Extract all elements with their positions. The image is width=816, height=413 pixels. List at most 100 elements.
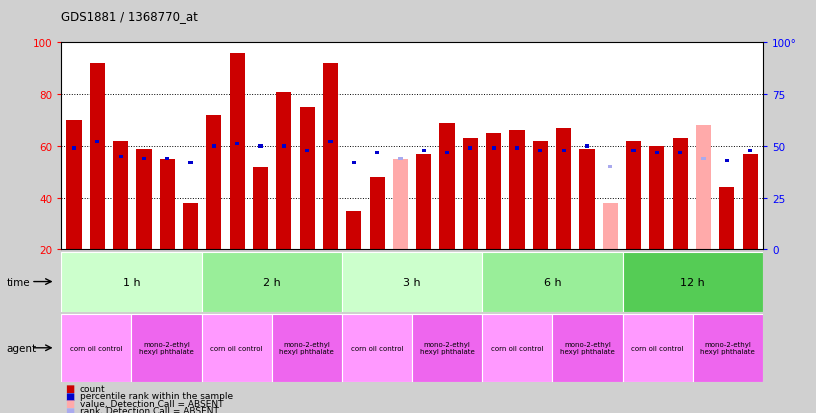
Bar: [608, 166, 612, 169]
Bar: [392, 159, 408, 250]
Bar: [398, 157, 402, 161]
Bar: [375, 151, 379, 154]
Bar: [61, 252, 202, 312]
Bar: [468, 147, 472, 150]
Bar: [282, 145, 286, 148]
Bar: [693, 314, 763, 382]
Text: mono-2-ethyl
hexyl phthalate: mono-2-ethyl hexyl phthalate: [560, 342, 615, 354]
Text: GDS1881 / 1368770_at: GDS1881 / 1368770_at: [61, 10, 198, 23]
Bar: [165, 157, 170, 161]
Bar: [743, 154, 758, 250]
Text: mono-2-ethyl
hexyl phthalate: mono-2-ethyl hexyl phthalate: [700, 342, 756, 354]
Text: ■: ■: [65, 398, 74, 408]
Text: corn oil control: corn oil control: [351, 345, 403, 351]
Bar: [253, 167, 268, 250]
Bar: [142, 157, 146, 161]
Text: corn oil control: corn oil control: [632, 345, 684, 351]
Bar: [539, 149, 543, 152]
Bar: [748, 149, 752, 152]
Bar: [509, 131, 525, 250]
Bar: [623, 314, 693, 382]
Bar: [672, 139, 688, 250]
Bar: [650, 147, 664, 250]
Bar: [654, 151, 659, 154]
Bar: [482, 314, 552, 382]
Bar: [632, 149, 636, 152]
Text: mono-2-ethyl
hexyl phthalate: mono-2-ethyl hexyl phthalate: [279, 342, 335, 354]
Text: percentile rank within the sample: percentile rank within the sample: [80, 391, 233, 400]
Text: 3 h: 3 h: [403, 277, 421, 287]
Bar: [131, 314, 202, 382]
Bar: [72, 147, 76, 150]
Bar: [229, 54, 245, 250]
Text: value, Detection Call = ABSENT: value, Detection Call = ABSENT: [80, 399, 224, 408]
Bar: [272, 314, 342, 382]
Bar: [702, 157, 706, 161]
Bar: [623, 252, 763, 312]
Bar: [136, 149, 152, 250]
Bar: [235, 143, 239, 146]
Bar: [696, 126, 711, 250]
Bar: [346, 211, 361, 250]
Bar: [416, 154, 432, 250]
Bar: [412, 314, 482, 382]
Bar: [486, 134, 501, 250]
Bar: [440, 123, 455, 250]
Bar: [482, 252, 623, 312]
Text: mono-2-ethyl
hexyl phthalate: mono-2-ethyl hexyl phthalate: [139, 342, 194, 354]
Bar: [323, 64, 338, 250]
Bar: [90, 64, 105, 250]
Bar: [113, 141, 128, 250]
Bar: [626, 141, 641, 250]
Bar: [160, 159, 175, 250]
Text: rank, Detection Call = ABSENT: rank, Detection Call = ABSENT: [80, 406, 219, 413]
Bar: [603, 204, 618, 250]
Text: 6 h: 6 h: [543, 277, 561, 287]
Bar: [212, 145, 216, 148]
Text: corn oil control: corn oil control: [70, 345, 122, 351]
Bar: [66, 121, 82, 250]
Bar: [352, 161, 356, 165]
Bar: [533, 141, 548, 250]
Bar: [202, 314, 272, 382]
Text: corn oil control: corn oil control: [211, 345, 263, 351]
Bar: [370, 178, 384, 250]
Text: time: time: [7, 277, 30, 287]
Bar: [445, 151, 449, 154]
Bar: [422, 149, 426, 152]
Bar: [206, 116, 221, 250]
Text: ■: ■: [65, 383, 74, 393]
Text: agent: agent: [7, 343, 37, 353]
Text: mono-2-ethyl
hexyl phthalate: mono-2-ethyl hexyl phthalate: [419, 342, 475, 354]
Text: ■: ■: [65, 391, 74, 401]
Bar: [585, 145, 589, 148]
Bar: [183, 204, 198, 250]
Bar: [561, 149, 565, 152]
Text: count: count: [80, 384, 105, 393]
Bar: [342, 314, 412, 382]
Bar: [188, 161, 193, 165]
Bar: [678, 151, 682, 154]
Bar: [579, 149, 595, 250]
Bar: [725, 159, 729, 163]
Bar: [491, 147, 496, 150]
Bar: [202, 252, 342, 312]
Bar: [305, 149, 309, 152]
Bar: [463, 139, 478, 250]
Bar: [277, 93, 291, 250]
Bar: [95, 141, 100, 144]
Bar: [556, 128, 571, 250]
Bar: [515, 147, 519, 150]
Bar: [552, 314, 623, 382]
Text: corn oil control: corn oil control: [491, 345, 543, 351]
Bar: [342, 252, 482, 312]
Bar: [61, 314, 131, 382]
Bar: [719, 188, 734, 250]
Text: 12 h: 12 h: [681, 277, 705, 287]
Bar: [259, 145, 263, 148]
Bar: [118, 155, 122, 159]
Text: 2 h: 2 h: [263, 277, 281, 287]
Text: ■: ■: [65, 406, 74, 413]
Text: 1 h: 1 h: [122, 277, 140, 287]
Bar: [328, 141, 333, 144]
